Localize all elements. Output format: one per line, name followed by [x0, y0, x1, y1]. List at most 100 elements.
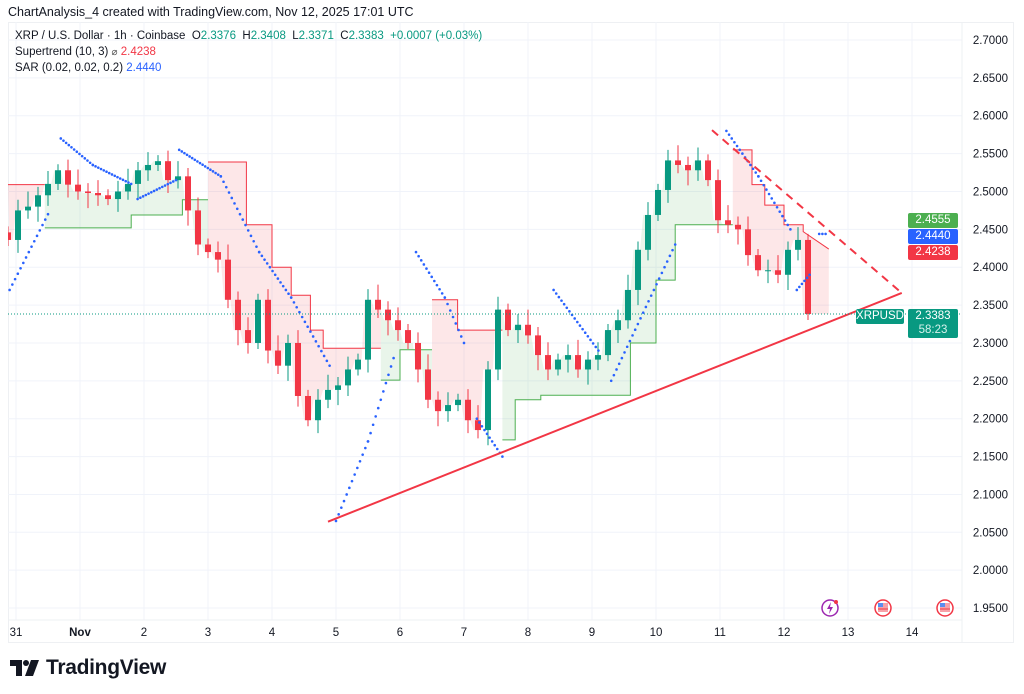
supertrend-fill-up [502, 160, 733, 440]
sar-dot [786, 223, 790, 227]
sar-dot [183, 151, 186, 155]
sar-dot [107, 171, 111, 175]
sar-dot [72, 148, 76, 151]
sar-dot [594, 345, 598, 349]
candle-body [645, 214, 651, 250]
supertrend-name: Supertrend (10, 3) [15, 46, 109, 58]
sar-dot [62, 139, 65, 142]
sar-dot [67, 143, 71, 147]
sar-dot [451, 315, 455, 319]
sar-dot [276, 277, 280, 280]
sar-dot [263, 258, 266, 261]
supertrend-legend[interactable]: Supertrend (10, 3) ⌀ 2.4238 [15, 46, 156, 58]
candle-body [105, 195, 111, 200]
sar-dot [124, 179, 128, 183]
sar-dot [177, 148, 181, 152]
sar-dot [32, 239, 36, 243]
sar-dot [196, 160, 199, 163]
sar-dot [440, 292, 444, 295]
lightning-event-icon[interactable] [821, 599, 839, 617]
sar-dot [43, 218, 47, 221]
events-bar [821, 599, 954, 617]
tradingview-logo[interactable]: TradingView [10, 656, 166, 680]
sar-dot [612, 373, 616, 377]
sar-dot [384, 381, 388, 385]
candle-body [785, 249, 791, 275]
candle-body [165, 161, 171, 181]
close-label: C [340, 30, 349, 42]
sar-dot [16, 272, 20, 276]
sar-dot [673, 243, 677, 246]
sar-dot [775, 205, 779, 209]
sar-price-label: 2.4440 [908, 229, 958, 244]
sar-legend[interactable]: SAR (0.02, 0.02, 0.2) 2.4440 [15, 62, 161, 74]
candle-body [185, 176, 191, 211]
sar-dot [27, 250, 31, 254]
sar-dot [770, 197, 774, 200]
sar-dot [356, 466, 359, 470]
sar-dot [222, 180, 225, 184]
sar-dot [781, 214, 784, 218]
sar-dot [70, 145, 73, 149]
candle-body [365, 299, 371, 360]
sar-dot [581, 327, 584, 331]
sar-dot [425, 267, 428, 270]
sar-dot [767, 192, 771, 196]
sar-dot [41, 223, 44, 227]
sar-dot [169, 181, 172, 185]
sar-dot [233, 202, 236, 205]
sar-dot [303, 320, 307, 324]
logo-text: TradingView [46, 656, 167, 679]
sar-dot [265, 262, 269, 265]
sar-dot [671, 248, 674, 252]
high-value: 2.3408 [250, 30, 286, 42]
sar-dot [620, 356, 624, 360]
sar-dot [38, 229, 42, 232]
supertrend-down-price-label: 2.4238 [908, 245, 958, 260]
sar-dot [255, 245, 258, 248]
symbol-legend[interactable]: XRP / U.S. Dollar · 1h · Coinbase O2.337… [15, 30, 482, 42]
sar-dot [433, 279, 436, 283]
sar-dot [649, 294, 653, 297]
sar-dot [591, 342, 595, 345]
sar-dot [96, 166, 100, 169]
sar-dot [480, 424, 484, 428]
candle-body [145, 164, 151, 171]
close-value: 2.3383 [348, 30, 384, 42]
sar-dot [364, 446, 367, 450]
x-tick-label: 4 [269, 627, 276, 639]
x-tick-label: 13 [842, 627, 855, 639]
sar-dot [568, 310, 571, 313]
sar-dot [227, 191, 231, 194]
x-tick-label: Nov [69, 627, 91, 639]
hidden-eye-icon[interactable]: ⌀ [111, 47, 118, 58]
sar-dot [83, 157, 87, 160]
candle-body [685, 164, 691, 171]
sar-dot [271, 269, 274, 273]
candle-body [175, 176, 181, 181]
sar-dot [554, 292, 558, 295]
plot-layer [8, 129, 903, 523]
candle-body [65, 170, 71, 185]
us-flag-event-icon[interactable] [874, 599, 892, 617]
sar-dot [633, 328, 637, 332]
sar-dot [317, 344, 320, 348]
sar-dot [663, 265, 666, 269]
sar-dot [741, 152, 744, 155]
candle-body [235, 299, 241, 331]
sar-dot [180, 150, 184, 153]
us-flag-event-icon[interactable] [936, 599, 954, 617]
sar-dot [214, 171, 217, 175]
sar-dot [573, 317, 576, 320]
sar-dot [628, 339, 632, 343]
y-tick-label: 2.1500 [973, 452, 1008, 464]
y-tick-label: 2.4500 [973, 224, 1008, 236]
flag-canton [878, 603, 883, 607]
sar-dot [435, 283, 439, 287]
sar-dot [387, 373, 390, 377]
candle-body [575, 355, 581, 370]
sar-dot [800, 282, 804, 286]
sar-dot [392, 356, 395, 360]
sar-dot [209, 168, 212, 172]
